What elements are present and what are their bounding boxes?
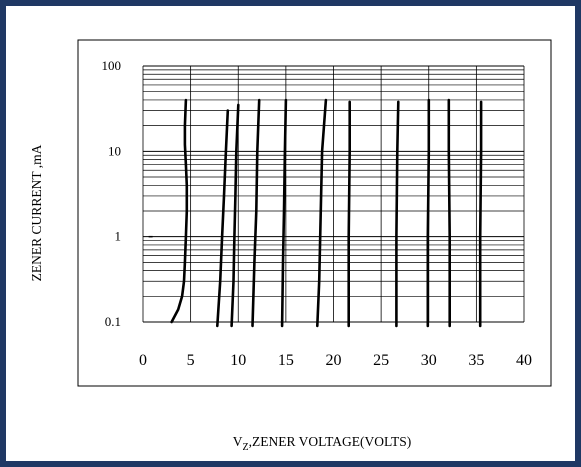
series-line-8	[395, 100, 400, 328]
y-tick-label: 10	[108, 143, 121, 158]
y-tick-label: 1	[115, 229, 122, 244]
series-line-6	[315, 98, 328, 328]
y-tick-label: 0.1	[105, 314, 121, 329]
x-tick-label: 20	[326, 352, 342, 369]
plot-area-box	[77, 39, 552, 387]
series-line-11	[478, 100, 483, 328]
y-tick-labels: 0.1 1 10 100	[102, 58, 122, 329]
x-axis-title-main: V	[233, 434, 243, 449]
series-line-2	[216, 109, 230, 328]
series-line-9	[426, 98, 431, 328]
series-line-7	[347, 100, 352, 328]
y-tick-label: 100	[102, 58, 122, 73]
x-axis-title: VZ,ZENER VOLTAGE(VOLTS)	[233, 434, 412, 453]
x-axis-title-rest: ,ZENER VOLTAGE(VOLTS)	[249, 434, 412, 449]
x-tick-label: 0	[139, 352, 147, 369]
series-group	[148, 98, 483, 328]
x-tick-label: 25	[373, 352, 389, 369]
y-axis-title: ZENER CURRENT ,mA	[29, 144, 44, 281]
x-tick-label: 15	[278, 352, 294, 369]
series-line-5	[280, 98, 288, 328]
series-line-4	[251, 98, 261, 328]
series-line-1	[170, 98, 189, 324]
x-tick-label: 35	[468, 352, 484, 369]
x-tick-label: 10	[230, 352, 246, 369]
x-tick-label: 5	[187, 352, 195, 369]
x-tick-label: 30	[421, 352, 437, 369]
x-tick-labels: 0 5 10 15 20 25 30 35 40	[139, 352, 532, 369]
x-axis-title-subscript: Z	[242, 442, 248, 453]
series-line-10	[447, 98, 452, 328]
x-tick-label: 40	[516, 352, 532, 369]
series-line-3	[230, 103, 240, 328]
